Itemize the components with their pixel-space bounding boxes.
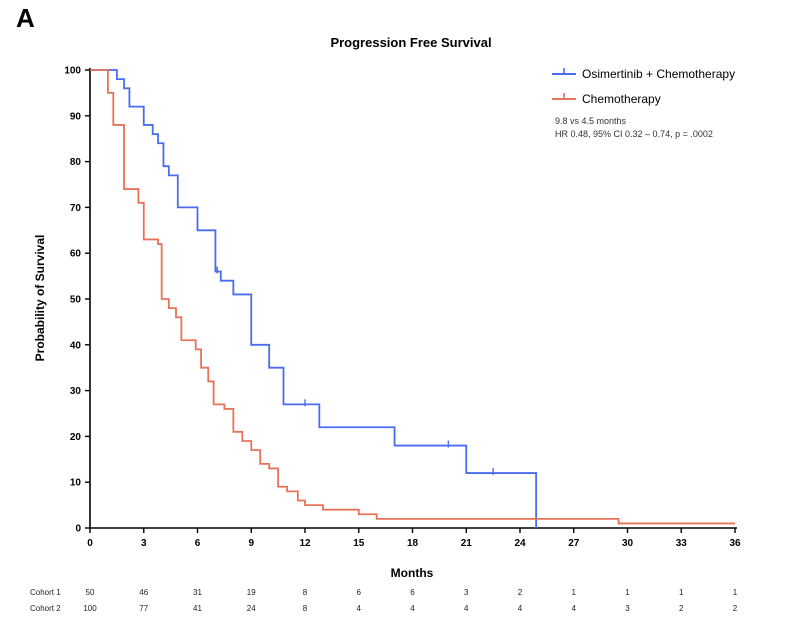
- risk-cell: 3: [464, 588, 469, 597]
- risk-cell: 4: [410, 604, 415, 613]
- y-tick-label: 40: [70, 340, 82, 351]
- series-line-2: [90, 69, 735, 525]
- risk-cell: 6: [357, 588, 362, 597]
- legend: Osimertinib + Chemotherapy Chemotherapy: [552, 67, 735, 106]
- survival-curves: [90, 69, 735, 528]
- x-tick-label: 15: [353, 538, 365, 549]
- risk-cell: 1: [679, 588, 684, 597]
- risk-row-label: Cohort 2: [30, 604, 61, 613]
- x-tick-label: 3: [141, 538, 147, 549]
- x-tick-label: 0: [87, 538, 93, 549]
- chart-title: Progression Free Survival: [330, 35, 491, 50]
- risk-cell: 4: [518, 604, 523, 613]
- risk-cell: 2: [733, 604, 738, 613]
- series-line-1: [90, 69, 538, 528]
- y-tick-label: 80: [70, 157, 82, 168]
- x-tick-label: 9: [248, 538, 254, 549]
- y-tick-label: 90: [70, 111, 82, 122]
- x-tick-label: 18: [407, 538, 419, 549]
- y-tick-label: 20: [70, 432, 82, 443]
- risk-cell: 2: [679, 604, 684, 613]
- risk-cell: 31: [193, 588, 202, 597]
- x-tick-label: 36: [729, 538, 741, 549]
- risk-cell: 77: [139, 604, 148, 613]
- risk-cell: 100: [83, 604, 97, 613]
- y-tick-label: 0: [75, 524, 81, 535]
- risk-cell: 6: [410, 588, 415, 597]
- risk-cell: 50: [86, 588, 95, 597]
- risk-cell: 4: [572, 604, 577, 613]
- risk-cell: 41: [193, 604, 202, 613]
- risk-cell: 1: [625, 588, 630, 597]
- axes: 0 3 6 9 12 15 18 21 24 27 30 33 36010203040506070809…: [64, 66, 741, 550]
- y-tick-label: 30: [70, 386, 82, 397]
- risk-cell: 19: [247, 588, 256, 597]
- risk-cell: 1: [572, 588, 577, 597]
- x-tick-label: 21: [461, 538, 473, 549]
- x-tick-label: 12: [299, 538, 311, 549]
- risk-cell: 2: [518, 588, 523, 597]
- y-tick-label: 100: [64, 66, 81, 77]
- x-tick-label: 6: [195, 538, 201, 549]
- x-tick-label: 24: [514, 538, 526, 549]
- risk-cell: 3: [625, 604, 630, 613]
- y-tick-label: 50: [70, 295, 82, 306]
- y-tick-label: 10: [70, 478, 82, 489]
- annotation-line-1: 9.8 vs 4.5 months: [555, 116, 627, 126]
- hazard-annotation: 9.8 vs 4.5 months HR 0.48, 95% CI 0.32 – …: [555, 116, 713, 139]
- annotation-line-2: HR 0.48, 95% CI 0.32 – 0.74, p = .0002: [555, 129, 713, 139]
- risk-cell: 8: [303, 604, 308, 613]
- panel-label: A: [16, 3, 35, 33]
- legend-label-1: Osimertinib + Chemotherapy: [582, 67, 735, 81]
- y-tick-label: 70: [70, 203, 82, 214]
- legend-label-2: Chemotherapy: [582, 92, 661, 106]
- x-tick-label: 30: [622, 538, 634, 549]
- risk-row-label: Cohort 1: [30, 588, 61, 597]
- risk-cell: 8: [303, 588, 308, 597]
- x-tick-label: 27: [568, 538, 580, 549]
- risk-cell: 4: [357, 604, 362, 613]
- y-tick-label: 60: [70, 249, 82, 260]
- risk-cell: 1: [733, 588, 738, 597]
- risk-cell: 24: [247, 604, 256, 613]
- x-axis-label: Months: [391, 566, 434, 580]
- x-tick-label: 33: [676, 538, 688, 549]
- risk-table: Cohort 1 50 46 31 19 8 6 6 3 2 1 1 1 1 Cohort 2 100 77 41…: [30, 588, 738, 613]
- risk-cell: 4: [464, 604, 469, 613]
- risk-cell: 46: [139, 588, 148, 597]
- y-axis-label: Probability of Survival: [33, 235, 47, 362]
